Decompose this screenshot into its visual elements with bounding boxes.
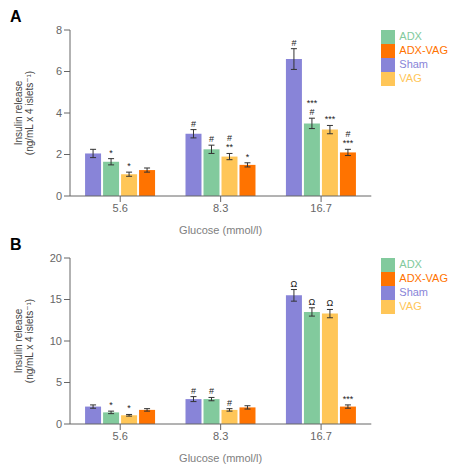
svg-text:8.3: 8.3	[213, 430, 228, 442]
svg-text:#: #	[227, 398, 232, 408]
svg-text:***: ***	[343, 394, 354, 404]
svg-text:***#: ***#	[307, 98, 318, 117]
svg-text:#***: #***	[343, 129, 354, 148]
html-text:ADX-VAG: ADX-VAG	[399, 44, 448, 57]
svg-text:20: 20	[50, 252, 62, 264]
svg-text:5: 5	[56, 376, 62, 388]
svg-text:15: 15	[50, 293, 62, 305]
html-text:Sham: Sham	[399, 286, 428, 299]
svg-text:5.6: 5.6	[113, 202, 128, 214]
html-text:ADX-VAG: ADX-VAG	[399, 272, 448, 285]
svg-text:*: *	[127, 403, 131, 413]
svg-text:Glucose (mmol/l): Glucose (mmol/l)	[179, 224, 262, 236]
svg-text:***: ***	[325, 114, 336, 124]
svg-text:*: *	[127, 161, 131, 171]
svg-text:Glucose (mmol/l): Glucose (mmol/l)	[179, 452, 262, 464]
svg-text:*: *	[246, 152, 250, 162]
svg-text:Insulin release(ng/mL x 4 isle: Insulin release(ng/mL x 4 islets⁻¹)	[13, 71, 35, 155]
svg-text:5.6: 5.6	[113, 430, 128, 442]
svg-text:Insulin release(ng/mL x 4 isle: Insulin release(ng/mL x 4 islets⁻¹)	[13, 299, 35, 383]
svg-text:4: 4	[56, 107, 62, 119]
svg-text:10: 10	[50, 335, 62, 347]
svg-text:0: 0	[56, 418, 62, 430]
svg-text:8: 8	[56, 24, 62, 36]
svg-text:16.7: 16.7	[310, 202, 331, 214]
svg-text:Ω: Ω	[309, 297, 316, 307]
svg-text:8.3: 8.3	[213, 202, 228, 214]
html-text:B: B	[10, 236, 22, 253]
svg-text:0: 0	[56, 190, 62, 202]
svg-text:6: 6	[56, 65, 62, 77]
svg-text:#: #	[191, 119, 196, 129]
html-text:ADX: ADX	[399, 30, 422, 42]
html-text:ADX: ADX	[399, 258, 422, 270]
html-text:VAG: VAG	[399, 72, 422, 85]
svg-text:*: *	[109, 148, 113, 158]
svg-text:#: #	[209, 386, 214, 396]
svg-text:2: 2	[56, 148, 62, 160]
svg-text:#: #	[191, 386, 196, 396]
svg-text:Ω: Ω	[291, 279, 298, 289]
html-text:Sham: Sham	[399, 58, 428, 71]
svg-text:16.7: 16.7	[310, 430, 331, 442]
html-text:VAG: VAG	[399, 300, 422, 313]
svg-text:#**: #**	[226, 133, 234, 152]
svg-text:#: #	[291, 38, 296, 48]
html-text:A: A	[10, 8, 22, 25]
svg-text:Ω: Ω	[327, 298, 334, 308]
svg-text:#: #	[209, 134, 214, 144]
svg-text:*: *	[109, 400, 113, 410]
